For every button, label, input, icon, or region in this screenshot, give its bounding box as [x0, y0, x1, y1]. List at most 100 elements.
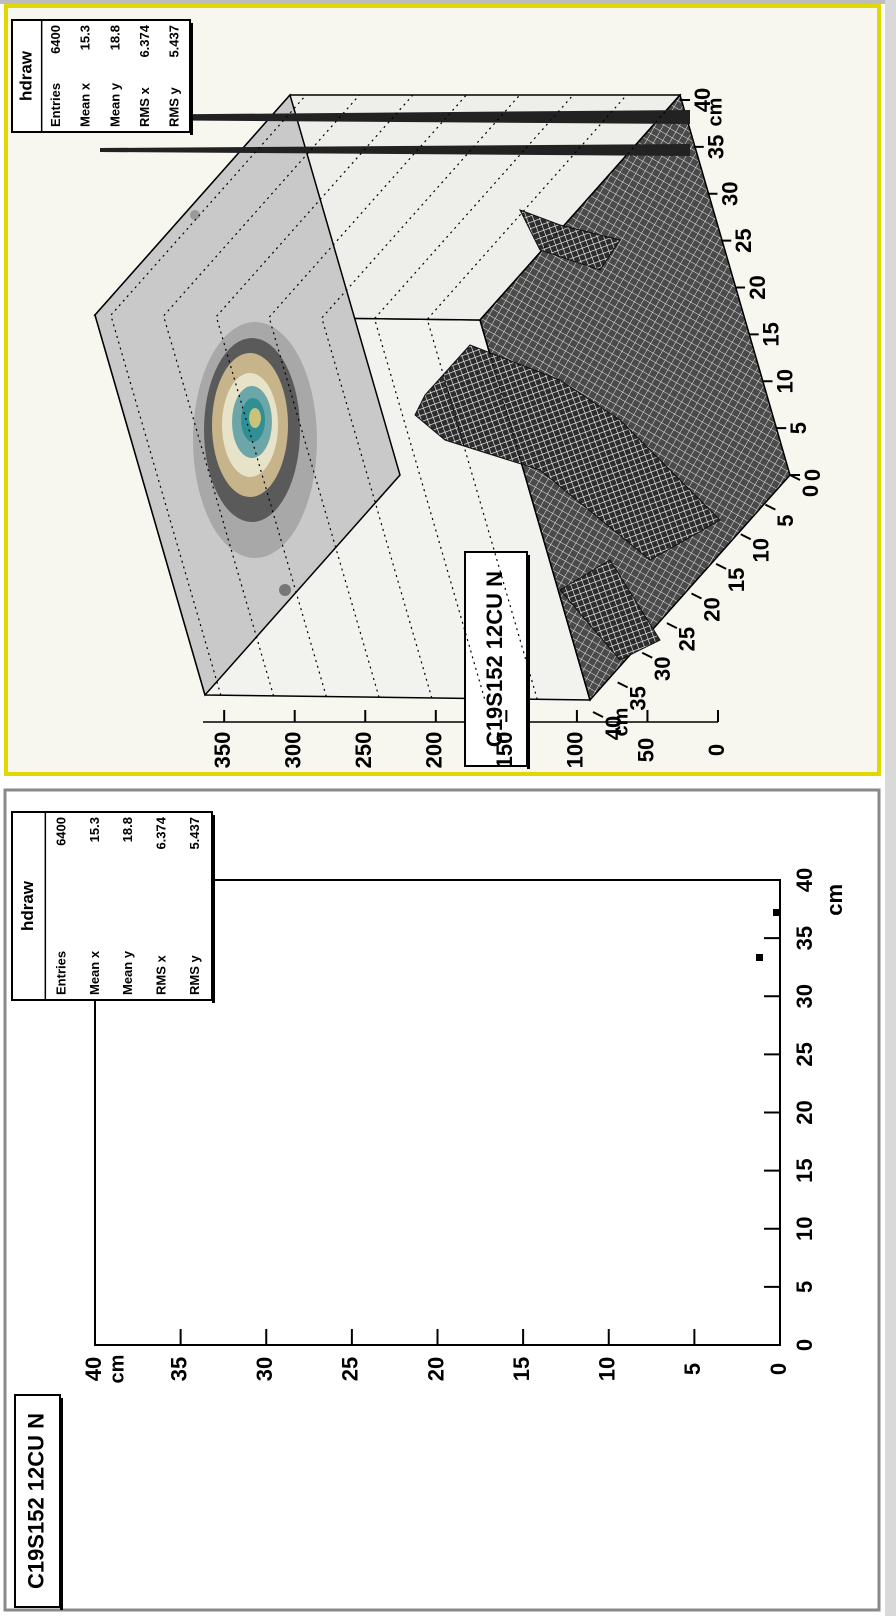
title-box [464, 551, 528, 767]
z-tick-label: 0 [704, 744, 729, 756]
z-tick-label: 50 [633, 738, 658, 762]
z-tick-label: 150 [492, 732, 517, 769]
y-tick-label: 10 [749, 538, 774, 562]
z-tick-label: 350 [210, 732, 235, 769]
z-tick-label: 100 [563, 732, 588, 769]
stats-value: 5.437 [167, 25, 182, 58]
x-tick-label: 20 [745, 275, 770, 299]
scatter-panel: C19S152 12CU N hdraw Entries 6400 Mean x 15.3… [3, 788, 881, 1612]
window-edge [0, 0, 896, 4]
x-tick-label: 15 [792, 1158, 817, 1182]
y-tick-label: 25 [675, 627, 700, 651]
stats-label: Mean x [78, 82, 93, 127]
y-tick-label: 5 [773, 515, 798, 527]
y-tick-label: 20 [699, 597, 724, 621]
stats-value: 18.8 [107, 25, 122, 50]
y-tick-label: 10 [595, 1357, 620, 1381]
stats-label: Mean x [87, 950, 102, 995]
y-tick-label: 5 [680, 1363, 705, 1375]
x-tick-label: 35 [704, 135, 729, 159]
x-tick-label: 30 [792, 984, 817, 1008]
y-tick-label: 30 [650, 657, 675, 681]
panel-title: C19S152 12CU N [482, 571, 507, 747]
y-tick-label: 40 [81, 1357, 106, 1381]
x-tick-label: 40 [792, 868, 817, 892]
title-shadow [527, 555, 530, 769]
stats-title: hdraw [16, 50, 35, 101]
x-tick-label: 25 [792, 1042, 817, 1066]
x-tick-label: 10 [772, 369, 797, 393]
stats-label: RMS y [167, 87, 182, 128]
stats-label: Entries [48, 83, 63, 127]
y-tick-label: 30 [252, 1357, 277, 1381]
x-tick-label: 15 [759, 322, 784, 346]
y-tick-label: 0 [798, 485, 823, 497]
y-tick-label: 15 [509, 1357, 534, 1381]
stats-value: 5.437 [187, 817, 202, 850]
stats-box [11, 19, 191, 133]
y-tick-label: 25 [338, 1357, 363, 1381]
y-tick [740, 533, 752, 541]
window-edge [885, 0, 896, 1616]
stats-label: RMS x [153, 955, 168, 996]
y-tick [641, 651, 653, 659]
y-tick [789, 474, 801, 481]
y-tick-label: 35 [625, 686, 650, 710]
y-tick-label: 0 [766, 1363, 791, 1375]
z-tick-label: 300 [281, 732, 306, 769]
marker [756, 954, 763, 961]
x-tick-label: 5 [786, 422, 811, 434]
x-tick-label: 35 [792, 926, 817, 950]
x-axis-label: cm [822, 884, 847, 916]
title-box [14, 1394, 61, 1608]
spike [100, 144, 690, 156]
stats-shadow [212, 815, 215, 1003]
marker [773, 909, 780, 916]
y-tick [617, 681, 629, 689]
stats-box [11, 811, 213, 1001]
stats-label: RMS x [137, 87, 152, 128]
y-tick-label: 15 [724, 568, 749, 592]
x-tick-label: 30 [717, 182, 742, 206]
x-tick-label: 20 [792, 1100, 817, 1124]
stats-value: 6.374 [153, 816, 168, 849]
surface-peak [414, 344, 721, 561]
y-axis-label: cm [610, 708, 632, 737]
stats-label: Entries [53, 951, 68, 995]
panel-title: C19S152 12CU N [23, 1413, 48, 1589]
y-tick-label: 35 [166, 1357, 191, 1381]
stats-value: 6400 [53, 817, 68, 846]
z-grid-line [321, 94, 521, 699]
x-tick-label: 5 [792, 1281, 817, 1293]
spike [100, 110, 690, 124]
y-tick-label: 20 [423, 1357, 448, 1381]
x-tick-label: 25 [731, 228, 756, 252]
surface-ridge [559, 559, 661, 661]
stats-label: Mean y [107, 82, 122, 127]
y-tick [666, 622, 678, 630]
stats-title: hdraw [18, 880, 37, 931]
stats-shadow [190, 23, 193, 135]
y-tick [764, 503, 776, 511]
y-tick-label: 40 [601, 716, 626, 740]
stats-value: 15.3 [87, 817, 102, 842]
stats-value: 6.374 [137, 24, 152, 57]
y-axis-label: cm [106, 1355, 128, 1384]
stats-value: 18.8 [120, 817, 135, 842]
x-tick-label: 0 [792, 1339, 817, 1351]
z-tick-label: 250 [351, 732, 376, 769]
contour [190, 210, 317, 596]
x-tick-label: 10 [792, 1217, 817, 1241]
stats-value: 6400 [48, 25, 63, 54]
x-tick-label: 40 [690, 88, 715, 112]
stats-value: 15.3 [78, 25, 93, 50]
lego-panel: C19S152 12CU N hdraw Entries 6400 Mean x 15.3… [4, 4, 881, 776]
surface-ridge [518, 209, 621, 271]
y-tick [691, 592, 702, 600]
stats-label: RMS y [187, 955, 202, 996]
z-grid-line [373, 94, 574, 699]
title-shadow [60, 1398, 63, 1610]
z-grid-line [426, 94, 628, 700]
x-tick-label: 0 [800, 469, 825, 481]
